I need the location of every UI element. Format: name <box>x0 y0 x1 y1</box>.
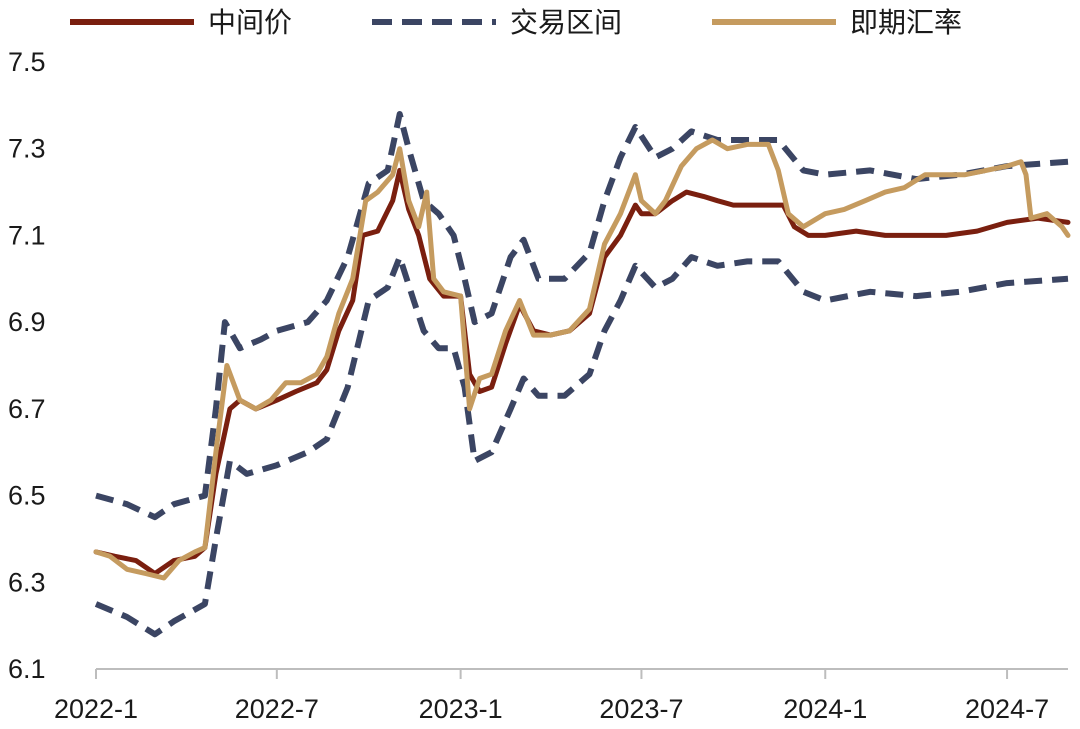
legend-label-midprice: 中间价 <box>208 6 292 39</box>
axes: 7.5 7.3 7.1 6.9 6.7 6.5 6.3 6.1 2022-1 2022-7 2023… <box>8 47 1068 724</box>
y-tick-label: 7.3 <box>8 134 46 164</box>
y-tick-label: 6.9 <box>8 307 46 337</box>
y-tick-label: 6.1 <box>8 654 46 684</box>
x-tick-label: 2024-1 <box>783 694 867 724</box>
series-line-spot-rate <box>93 137 1071 581</box>
legend-label-spot-rate: 即期汇率 <box>850 6 962 39</box>
y-tick-label: 7.1 <box>8 220 46 250</box>
legend: 中间价 交易区间 即期汇率 <box>70 6 962 39</box>
x-tick-label: 2023-1 <box>419 694 503 724</box>
x-tick-label: 2024-7 <box>965 694 1049 724</box>
legend-label-trading-band: 交易区间 <box>510 6 622 39</box>
y-tick-label: 6.5 <box>8 481 46 511</box>
series-group <box>93 111 1071 638</box>
series-line-trading-band-upper <box>95 111 1069 521</box>
y-tick-label: 7.5 <box>8 47 46 77</box>
x-tick-label: 2022-1 <box>54 694 138 724</box>
y-tick-label: 6.7 <box>8 394 46 424</box>
x-tick-label: 2022-7 <box>235 694 319 724</box>
series-line-midprice <box>93 167 1071 577</box>
y-tick-label: 6.3 <box>8 567 46 597</box>
series-line-trading-band-lower <box>94 254 1069 638</box>
x-tick-label: 2023-7 <box>599 694 683 724</box>
